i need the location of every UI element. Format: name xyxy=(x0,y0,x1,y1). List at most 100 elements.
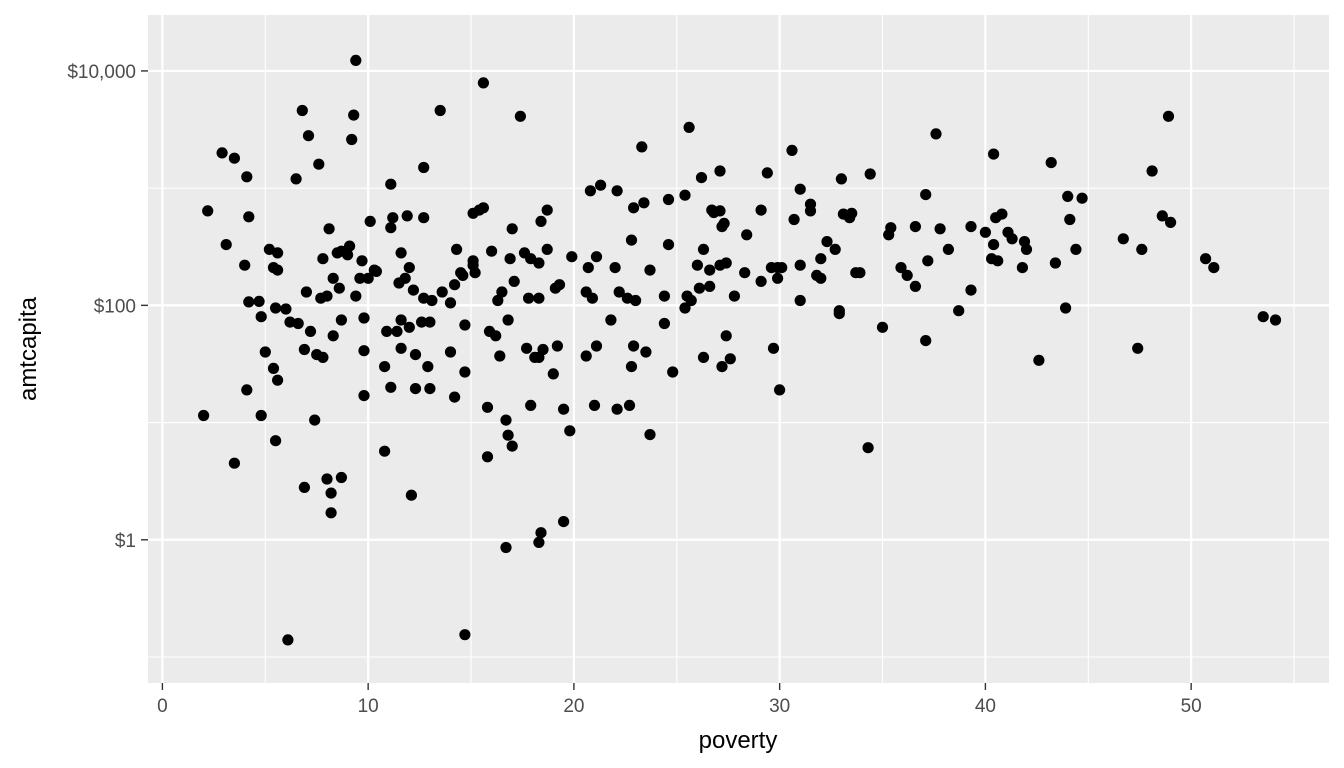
data-point xyxy=(909,221,922,233)
data-point xyxy=(272,374,284,386)
data-point xyxy=(681,290,693,302)
data-point xyxy=(356,255,368,267)
data-point xyxy=(794,183,806,195)
data-point xyxy=(788,213,800,226)
data-point xyxy=(590,340,603,352)
data-point xyxy=(720,330,732,342)
data-point xyxy=(381,325,393,337)
data-point xyxy=(613,286,625,298)
data-point xyxy=(630,294,642,307)
data-point xyxy=(580,350,592,362)
data-point xyxy=(605,314,617,326)
grid-lines xyxy=(148,15,1329,683)
data-point xyxy=(541,243,553,255)
data-point xyxy=(401,210,413,222)
data-point xyxy=(611,403,623,415)
data-point xyxy=(1146,165,1158,177)
data-point xyxy=(1208,262,1220,274)
data-point xyxy=(739,267,751,279)
data-point xyxy=(741,229,753,241)
data-point xyxy=(391,325,403,337)
data-point xyxy=(342,249,354,261)
data-point xyxy=(920,189,932,201)
data-point xyxy=(965,221,977,233)
data-point xyxy=(385,381,397,393)
data-point xyxy=(835,173,848,185)
data-point xyxy=(547,368,559,380)
data-point xyxy=(772,272,784,284)
y-tick-label: $1 xyxy=(115,531,136,552)
data-point xyxy=(354,272,366,284)
data-point xyxy=(424,316,436,328)
data-point xyxy=(551,340,564,352)
data-point xyxy=(815,272,827,284)
data-point xyxy=(716,221,728,233)
data-point xyxy=(829,243,841,255)
plot-panel xyxy=(148,15,1329,683)
data-point xyxy=(714,205,726,217)
data-point xyxy=(679,302,691,314)
data-point xyxy=(786,144,798,156)
data-point xyxy=(697,351,710,363)
data-point xyxy=(996,208,1008,220)
data-point xyxy=(1006,233,1018,245)
data-point xyxy=(535,527,547,539)
data-point xyxy=(426,294,438,307)
data-point xyxy=(1049,257,1061,269)
data-point xyxy=(815,253,827,265)
data-point xyxy=(704,264,716,276)
data-point xyxy=(638,197,650,209)
data-point xyxy=(241,384,253,396)
data-point xyxy=(691,259,704,271)
data-point xyxy=(290,173,302,185)
x-tick-label: 0 xyxy=(157,696,168,717)
data-point xyxy=(409,383,422,395)
data-point xyxy=(483,325,496,337)
data-point xyxy=(658,317,671,330)
data-point xyxy=(1156,210,1168,222)
data-point xyxy=(333,282,345,294)
data-point xyxy=(535,215,547,227)
data-point xyxy=(255,311,267,323)
data-point xyxy=(350,54,362,66)
data-point xyxy=(335,471,347,484)
data-point xyxy=(296,104,308,117)
data-point xyxy=(922,255,934,267)
data-point xyxy=(449,279,461,291)
data-point xyxy=(514,110,527,122)
data-point xyxy=(243,296,255,308)
data-point xyxy=(457,269,469,281)
data-point xyxy=(761,167,773,179)
data-point xyxy=(418,161,430,174)
data-point xyxy=(267,362,280,374)
data-point xyxy=(623,399,636,411)
data-point xyxy=(988,239,1000,251)
data-point xyxy=(920,335,932,347)
data-point xyxy=(909,280,922,292)
data-point xyxy=(525,399,537,411)
data-point xyxy=(284,316,296,328)
data-point xyxy=(418,212,430,224)
data-point xyxy=(636,141,648,153)
data-point xyxy=(362,272,374,284)
data-point xyxy=(323,223,335,235)
data-point xyxy=(794,259,806,271)
data-point xyxy=(395,314,407,326)
data-point xyxy=(628,202,640,214)
data-point xyxy=(566,251,578,263)
data-point xyxy=(1257,311,1269,323)
data-point xyxy=(776,262,788,274)
data-point xyxy=(728,290,741,302)
data-point xyxy=(346,133,358,146)
data-point xyxy=(350,290,362,302)
data-point xyxy=(1132,342,1144,354)
data-point xyxy=(640,346,652,358)
data-point xyxy=(876,321,889,333)
data-point xyxy=(298,481,310,493)
data-point xyxy=(255,409,267,422)
data-point xyxy=(716,361,728,373)
data-point xyxy=(667,366,679,378)
data-point xyxy=(965,284,977,296)
data-point xyxy=(697,243,710,255)
data-point xyxy=(358,345,370,357)
